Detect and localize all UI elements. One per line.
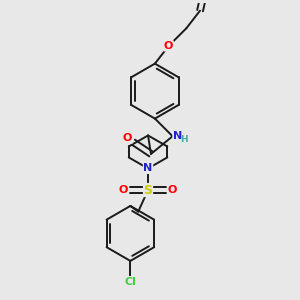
Text: N: N (143, 164, 153, 173)
Text: H: H (181, 135, 188, 144)
Text: S: S (143, 184, 152, 196)
Text: O: O (164, 41, 173, 51)
Text: Cl: Cl (124, 277, 136, 286)
Text: O: O (168, 185, 177, 195)
Text: N: N (173, 131, 182, 141)
Text: O: O (123, 133, 132, 143)
Text: O: O (119, 185, 128, 195)
